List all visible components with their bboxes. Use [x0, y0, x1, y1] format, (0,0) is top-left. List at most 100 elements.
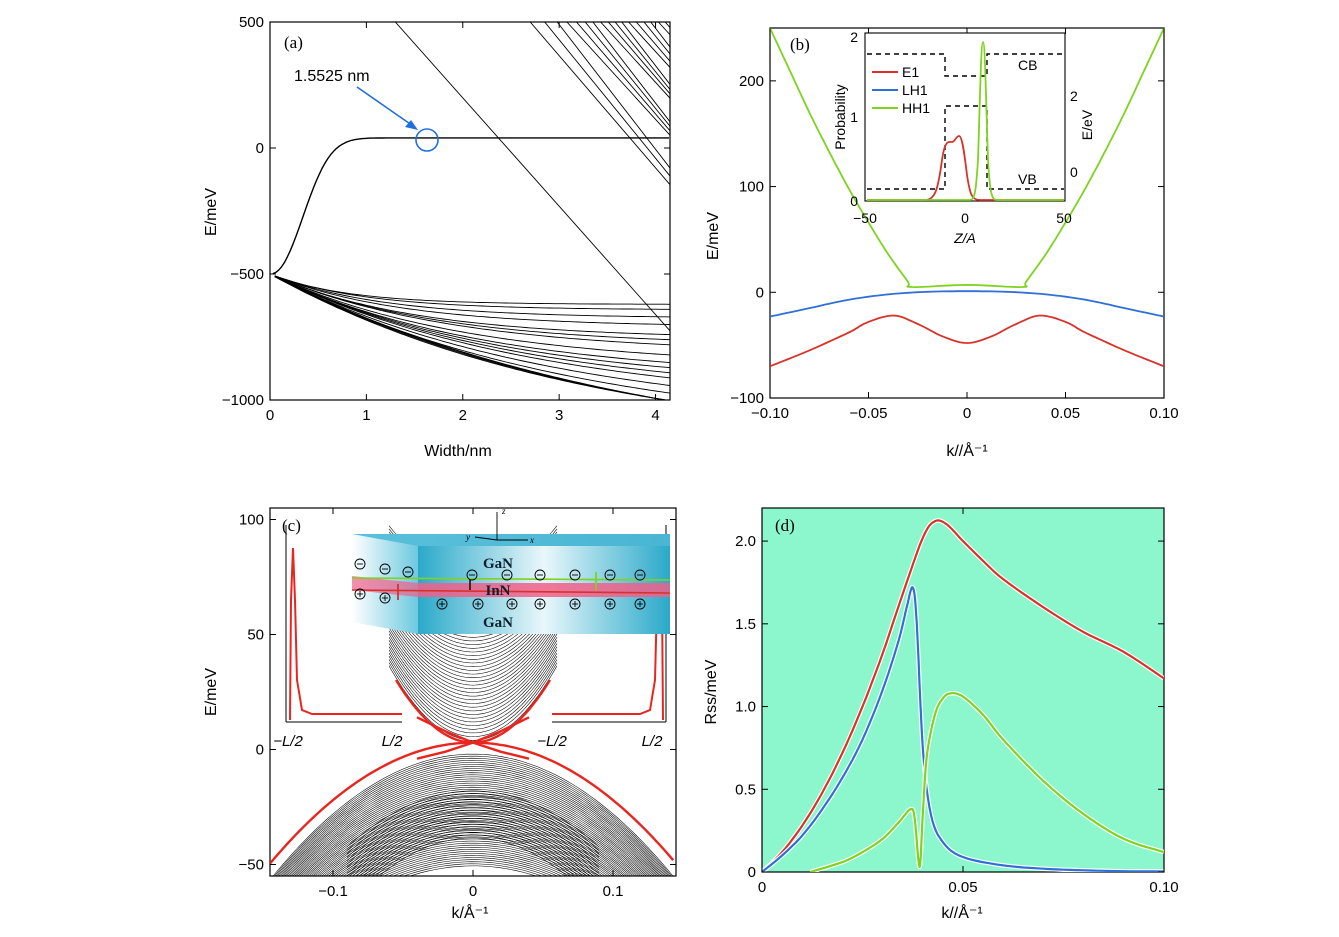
panel-c-bulk-valence: [409, 865, 537, 876]
panel-c-bulk-conduction: [388, 598, 558, 664]
panel-c-bulk-inner: [378, 837, 568, 876]
panel-b-ytick-label: 0: [756, 284, 764, 301]
panel-b-ylabel: E/meV: [705, 212, 722, 260]
legend-e1-label: E1: [902, 64, 919, 80]
panel-a-descending-level: [600, 22, 670, 99]
panel-c-bulk-conduction: [388, 614, 558, 682]
panel-c-bulk-conduction: [388, 646, 558, 719]
panel-c-bulk-valence: [281, 766, 665, 876]
schematic-inn-layer: [418, 583, 670, 597]
panel-b-xtick-label: −0.10: [751, 405, 789, 422]
panel-a-descending-level: [394, 22, 670, 332]
panel-c-bulk-valence: [295, 784, 651, 876]
panel-a-label: (a): [284, 33, 303, 52]
panel-c-bulk-conduction: [388, 662, 558, 737]
panel-c-bulk-conduction: [388, 649, 558, 723]
panel-a-xtick-label: 2: [459, 407, 467, 424]
panel-b-xlabel: k//Å⁻¹: [946, 441, 987, 460]
panel-a-ytick-label: −1000: [222, 392, 264, 409]
panel-c-ylabel: E/meV: [203, 668, 220, 716]
panel-a-curves: [272, 22, 670, 400]
panel-c-bulk-valence: [282, 768, 664, 876]
panel-c-bulk-valence: [332, 822, 614, 876]
annotation-arrowhead: [405, 120, 418, 130]
panel-c-bulk-valence: [297, 786, 649, 876]
schematic-layer-bottom: GaN: [483, 615, 513, 631]
panel-c-ytick-label: 50: [247, 627, 264, 644]
panel-c-inset-left: −L/2 L/2: [273, 525, 403, 750]
inset-ytick-left-1: 1: [850, 109, 858, 125]
panel-c-bulk-inner: [346, 815, 600, 876]
panel-d-ylabel: Rss/meV: [703, 659, 720, 724]
inset-vb-edge: [867, 105, 1064, 190]
schematic-charge-signs: [357, 563, 643, 607]
panel-b-ytick-label: −100: [730, 390, 764, 407]
panel-c-bulk-valence: [371, 849, 575, 876]
panel-c-bulk-conduction: [388, 636, 558, 708]
panel-c-bulk-valence: [375, 851, 571, 876]
panel-c-bulk-valence: [310, 801, 636, 876]
schematic-layer-middle: InN: [485, 583, 510, 599]
panel-c-bulk-valence: [318, 809, 628, 876]
inset-xtick-1: 0: [961, 210, 969, 226]
panel-b-curves: [770, 28, 1164, 368]
panel-c-bulk-inner: [346, 807, 600, 868]
inset-hh1-curve: [867, 41, 1064, 201]
panel-c-bulk-inner: [374, 834, 572, 876]
annotation-arrow-line: [356, 86, 417, 129]
panel-a: 0 1 2 3 4 500 0 −500 −1000 (a) 1.5525 nm Width/n…: [203, 14, 671, 460]
panel-c-bulk-valence: [340, 828, 606, 876]
inset-frame: [864, 32, 1066, 202]
schematic-y-axis: [474, 536, 498, 541]
panel-c-bulk-valence: [278, 762, 668, 876]
panel-a-descending-level: [614, 22, 670, 91]
inset-ylabel-right: E/eV: [1079, 109, 1095, 140]
panel-b-ticks: −0.10 −0.05 0 0.05 0.10 2 0 0 100 0 −100: [730, 28, 1179, 422]
inset-ytick-right-1: 2: [1070, 88, 1078, 104]
panel-c-bulk-valence: [335, 824, 611, 876]
panel-c-bulk-inner: [352, 818, 594, 876]
panel-c-bulk-valence: [304, 795, 642, 876]
panel-c-bulk-conduction: [388, 605, 558, 671]
panel-c-bulk-conduction: [388, 624, 558, 693]
panel-b-xtick-label: 0: [963, 405, 971, 422]
panel-c-bulk-inner: [367, 829, 579, 876]
panel-c-bulk-valence: [351, 836, 595, 876]
panel-c-xtick-label: −0.1: [318, 883, 348, 900]
panel-c-label: (c): [282, 516, 301, 535]
panel-a-conduction-level: [272, 137, 669, 275]
panel-c-bulk-valence: [292, 780, 654, 876]
panel-d-xtick-label: 0: [758, 879, 766, 896]
panel-c-bulk-valence: [308, 799, 638, 876]
annotation-circle: [415, 128, 439, 152]
panel-c-bulk-valence: [275, 757, 671, 876]
panel-d-ytick-label: 2.0: [735, 533, 756, 550]
panel-a-valence-level: [274, 275, 670, 305]
panel-b-ytick-label: 100: [739, 179, 764, 196]
panel-c-bulk-valence: [364, 844, 582, 876]
panel-c-bulk-conduction: [388, 608, 558, 675]
panel-c-bulk-conduction: [388, 665, 558, 741]
panel-d-curves: [762, 518, 1164, 872]
panel-a-valence-level: [274, 275, 670, 346]
panel-b-xtick-label: −0.05: [850, 405, 888, 422]
panel-c-bulk-conduction: [388, 611, 558, 678]
panel-a-valence-level: [274, 276, 670, 386]
inset-left-xtick-0: −L/2: [273, 733, 303, 750]
inset-vb-label: VB: [1018, 171, 1037, 187]
panel-c-bulk-inner: [346, 801, 600, 862]
panel-c-bulk-conduction: [388, 652, 558, 726]
panel-c-bulk-inner: [363, 826, 583, 876]
panel-d-label: (d): [775, 516, 795, 535]
panel-b-xtick-label: 0.05: [1051, 405, 1080, 422]
panel-c-bulk-valence: [303, 793, 643, 876]
inset-ytick-left-0: 0: [850, 193, 858, 209]
panel-a-ticks: 0 1 2 3 4 500 0 −500 −1000: [222, 14, 670, 424]
panel-a-descending-level: [592, 22, 670, 123]
panel-c-bulk-inner: [359, 823, 587, 876]
panel-b-xtick-label: 0.10: [1149, 405, 1178, 422]
schematic-green-line: [351, 577, 671, 581]
panel-c-bulk-valence: [272, 753, 674, 876]
